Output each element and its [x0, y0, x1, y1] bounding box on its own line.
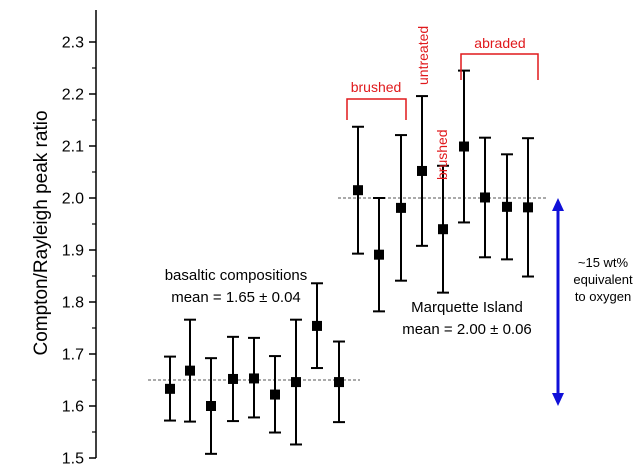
- basaltic-label: basaltic compositions: [165, 267, 308, 284]
- data-point-marker: [165, 383, 175, 394]
- data-points: [165, 141, 533, 411]
- data-point-marker: [185, 365, 195, 376]
- y-tick-label: 2.3: [62, 35, 84, 52]
- y-tick-label: 2.0: [62, 191, 84, 208]
- brushed-bracket-1: [346, 98, 407, 120]
- data-point-marker: [353, 185, 363, 196]
- annotations: [346, 53, 539, 120]
- data-point-marker: [438, 224, 448, 235]
- marquette-mean-label: mean = 2.00 ± 0.06: [402, 321, 532, 338]
- data-point-marker: [374, 249, 384, 260]
- arrow-label-1: ~15 wt%: [578, 255, 629, 270]
- error-bars: [164, 69, 534, 455]
- untreated-annotation: untreated: [415, 26, 431, 85]
- data-point-marker: [291, 377, 301, 388]
- data-point-marker: [502, 201, 512, 212]
- marquette-label: Marquette Island: [411, 299, 523, 316]
- arrow-label-3: to oxygen: [575, 289, 631, 304]
- data-point-marker: [206, 401, 216, 411]
- basaltic-mean-label: mean = 1.65 ± 0.04: [171, 289, 301, 306]
- abraded-bracket: [460, 53, 539, 80]
- arrow-head-up: [552, 198, 564, 211]
- data-point-marker: [334, 377, 344, 388]
- data-point-marker: [312, 320, 322, 331]
- y-tick-label: 1.7: [62, 347, 84, 364]
- y-tick-label: 2.1: [62, 139, 84, 156]
- y-tick-label: 1.5: [62, 451, 84, 466]
- abraded-annotation: abraded: [474, 35, 525, 51]
- data-point-marker: [396, 202, 406, 213]
- brushed-annotation-1: brushed: [351, 79, 402, 95]
- y-axis-label: Compton/Rayleigh peak ratio: [31, 110, 52, 355]
- data-point-marker: [523, 202, 533, 213]
- y-tick-label: 1.8: [62, 295, 84, 312]
- data-point-marker: [270, 389, 280, 400]
- y-tick-label: 1.6: [62, 399, 84, 416]
- data-point-marker: [249, 373, 259, 384]
- y-tick-label: 1.9: [62, 243, 84, 260]
- arrow-label-2: equivalent: [573, 272, 633, 287]
- y-ticks: 1.5 1.6 1.7 1.8 1.9 2.0 2.1 2.2 2.3: [62, 35, 96, 466]
- data-point-marker: [228, 373, 238, 384]
- brushed-annotation-2: brushed: [434, 129, 450, 180]
- oxygen-arrow: [552, 198, 564, 406]
- data-point-marker: [480, 192, 490, 203]
- data-point-marker: [459, 141, 469, 152]
- data-point-marker: [417, 165, 427, 176]
- arrow-head-down: [552, 393, 564, 406]
- y-tick-label: 2.2: [62, 87, 84, 104]
